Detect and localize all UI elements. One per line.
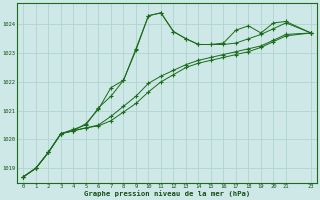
X-axis label: Graphe pression niveau de la mer (hPa): Graphe pression niveau de la mer (hPa) — [84, 190, 250, 197]
